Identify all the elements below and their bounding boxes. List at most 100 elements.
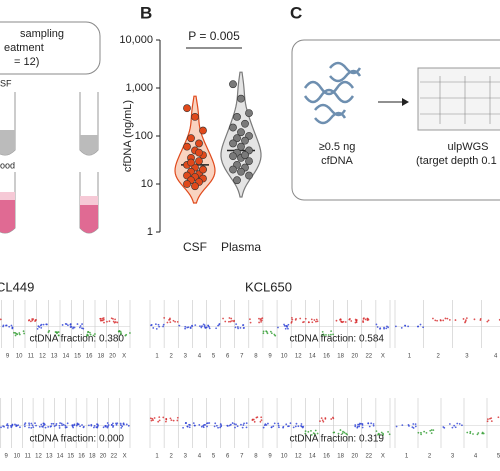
cnv-dot: [289, 422, 292, 425]
cnv-dot: [291, 318, 294, 321]
y-tick-label: 100: [135, 130, 153, 142]
cnv-dot: [28, 426, 30, 429]
cnv-dot: [263, 424, 266, 427]
data-point: [237, 128, 245, 137]
workflow-box: [291, 39, 500, 201]
chrom-label: 16: [78, 454, 85, 460]
cnv-dot: [300, 423, 303, 425]
cnv-dot: [394, 325, 397, 328]
cnv-dot: [203, 324, 206, 327]
cnv-dot: [355, 318, 358, 321]
cnv-dot: [222, 317, 224, 320]
cnv-dot: [154, 323, 157, 326]
cnv-dot: [120, 424, 122, 427]
data-point: [237, 142, 245, 151]
cnv-dot: [304, 317, 307, 320]
cnv-dot: [388, 433, 391, 436]
cnv-dot: [323, 334, 325, 337]
cnv-dot: [377, 433, 379, 436]
cnv-dot: [372, 423, 375, 425]
chrom-label: 9: [6, 354, 10, 360]
cnv-dot: [228, 317, 231, 319]
cnv-dot: [178, 324, 181, 327]
cnv-dot: [299, 317, 302, 320]
cnv-dot: [304, 430, 307, 433]
cnv-dot: [108, 320, 111, 323]
panel-label: B: [140, 3, 152, 22]
chrom-label: 12: [35, 454, 42, 460]
cnv-dot: [120, 332, 123, 335]
cnv-dot: [198, 424, 201, 426]
cnv-dot: [350, 320, 353, 322]
cnv-dot: [27, 319, 30, 322]
cnv-dot: [186, 326, 189, 329]
cnv-dot: [357, 423, 359, 426]
chrom-label: 5: [497, 454, 500, 460]
chrom-label: 5: [212, 354, 216, 360]
cnv-dot: [77, 423, 79, 426]
cnv-dot: [89, 333, 92, 336]
cnv-dot: [59, 422, 61, 424]
cnv-dot: [300, 425, 302, 427]
cnv-dot: [287, 327, 289, 330]
cnv-dot: [260, 416, 263, 419]
cnv-dot: [184, 327, 187, 330]
cnv-dot: [199, 325, 201, 328]
cnv-dot: [58, 424, 61, 427]
chrom-label: 11: [28, 354, 35, 360]
cnv-dot: [407, 423, 410, 426]
chrom-label: 18: [89, 454, 96, 460]
cnv-dot: [172, 319, 175, 322]
cnv-dot: [125, 333, 128, 336]
cnv-dot: [348, 318, 351, 321]
cnv-dot: [231, 319, 233, 322]
cnv-dot: [44, 426, 47, 429]
chrom-label: 1: [155, 454, 159, 460]
cnv-dot: [260, 320, 262, 323]
chrom-label: 9: [4, 454, 8, 460]
data-point: [229, 152, 237, 161]
cnv-dot: [204, 423, 207, 426]
cnv-dot: [32, 426, 35, 429]
cnv-dot: [29, 320, 32, 323]
cnv-dot: [31, 319, 34, 322]
wgs-thumbnail: [417, 67, 500, 131]
cnv-dot: [208, 422, 211, 424]
chrom-label: 12: [295, 354, 302, 360]
cnv-dot: [242, 424, 245, 426]
cnv-dot: [35, 424, 37, 427]
cnv-dot: [329, 333, 332, 336]
cnv-dot: [251, 418, 254, 421]
cnv-dot: [102, 317, 105, 319]
cnv-dot: [93, 424, 96, 427]
panel-label: C: [290, 3, 302, 22]
cnv-dot: [53, 425, 56, 427]
chrom-label: 4: [494, 354, 498, 360]
cnv-dot: [249, 318, 251, 321]
cnv-dot: [86, 334, 88, 337]
cnv-dot: [456, 422, 459, 425]
chrom-label: 16: [86, 354, 93, 360]
cnv-dot: [335, 319, 338, 322]
cnv-dot: [10, 324, 13, 327]
cnv-dot: [380, 431, 383, 434]
cnv-dot: [166, 321, 169, 324]
chrom-label: 2: [436, 354, 440, 360]
cnv-dot: [31, 424, 34, 427]
cnv-dot: [192, 422, 195, 425]
cnv-dot: [213, 425, 216, 428]
cnv-dot: [92, 426, 95, 429]
chrom-label: X: [123, 454, 127, 460]
cnv-dot: [439, 319, 442, 322]
cnv-dot: [425, 431, 428, 434]
cnv-dot: [66, 422, 69, 425]
chrom-label: 14: [309, 354, 316, 360]
cnv-dot: [194, 424, 196, 427]
cnv-dot: [448, 423, 451, 425]
cnv-dot: [311, 321, 314, 324]
data-point: [245, 109, 253, 117]
method-text: ulpWGS: [448, 141, 489, 153]
chrom-label: 10: [281, 354, 288, 360]
cnv-dot: [234, 426, 236, 429]
